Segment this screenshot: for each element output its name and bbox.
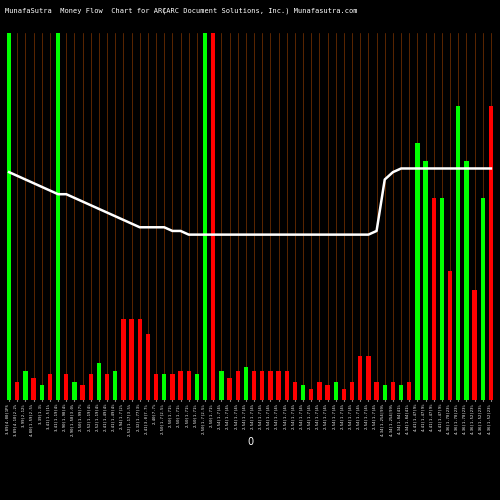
Bar — [162, 374, 166, 400]
Bar — [326, 386, 330, 400]
Bar — [146, 334, 150, 400]
Bar — [284, 370, 289, 400]
Bar — [228, 378, 232, 400]
X-axis label: 0: 0 — [247, 438, 253, 448]
Bar — [64, 374, 68, 400]
Bar — [105, 374, 110, 400]
Bar — [32, 378, 36, 400]
Bar — [130, 319, 134, 400]
Bar — [407, 382, 412, 400]
Bar — [382, 386, 387, 400]
Bar — [276, 370, 281, 400]
Bar — [194, 374, 199, 400]
Bar — [96, 363, 101, 400]
Bar — [488, 106, 493, 400]
Bar — [113, 370, 117, 400]
Bar — [432, 198, 436, 400]
Bar — [480, 198, 485, 400]
Bar — [7, 32, 12, 400]
Bar — [138, 319, 142, 400]
Bar — [252, 370, 256, 400]
Bar — [301, 386, 306, 400]
Bar — [366, 356, 370, 400]
Bar — [358, 356, 362, 400]
Bar — [40, 386, 44, 400]
Bar — [317, 382, 322, 400]
Bar — [399, 386, 404, 400]
Bar — [244, 367, 248, 400]
Bar — [219, 370, 224, 400]
Bar — [268, 370, 272, 400]
Bar — [440, 198, 444, 400]
Bar — [415, 143, 420, 400]
Bar — [390, 382, 395, 400]
Bar — [23, 370, 28, 400]
Bar — [72, 382, 76, 400]
Bar — [121, 319, 126, 400]
Bar — [334, 382, 338, 400]
Bar — [236, 370, 240, 400]
Bar — [186, 370, 191, 400]
Bar — [211, 32, 216, 400]
Bar — [448, 272, 452, 400]
Text: (ARC Document Solutions, Inc.) Munafasutra.com: (ARC Document Solutions, Inc.) Munafasut… — [162, 8, 358, 14]
Bar — [424, 161, 428, 400]
Bar — [456, 106, 460, 400]
Bar — [350, 382, 354, 400]
Bar — [56, 32, 60, 400]
Bar — [292, 382, 297, 400]
Bar — [464, 161, 468, 400]
Bar — [374, 382, 379, 400]
Bar — [342, 389, 346, 400]
Bar — [178, 370, 183, 400]
Bar — [309, 389, 314, 400]
Bar — [88, 374, 93, 400]
Bar — [154, 374, 158, 400]
Bar — [170, 374, 174, 400]
Bar — [15, 382, 20, 400]
Bar — [260, 370, 264, 400]
Bar — [80, 386, 85, 400]
Bar — [203, 32, 207, 400]
Bar — [472, 290, 477, 400]
Bar — [48, 374, 52, 400]
Text: MunafaSutra  Money Flow  Chart for ARC: MunafaSutra Money Flow Chart for ARC — [5, 8, 166, 14]
